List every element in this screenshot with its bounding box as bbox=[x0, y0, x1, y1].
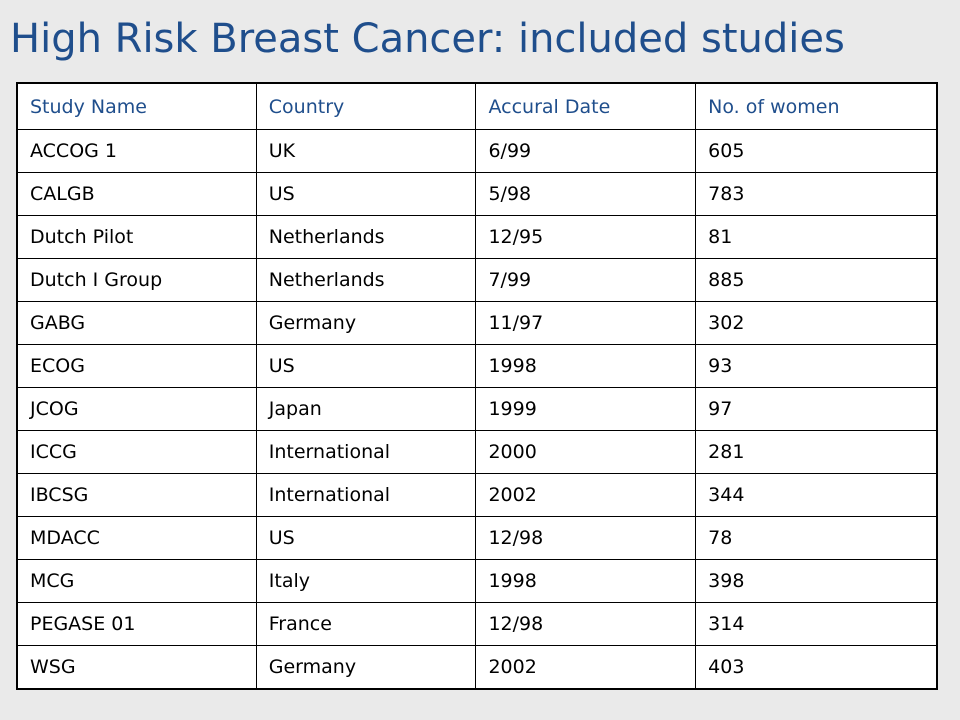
country-cell: US bbox=[255, 344, 477, 388]
study-name-cell: JCOG bbox=[16, 387, 257, 431]
table-row: IBCSG International 2002 344 bbox=[16, 473, 938, 517]
table-row: ICCG International 2000 281 bbox=[16, 430, 938, 474]
table-header-row: Study Name Country Accural Date No. of w… bbox=[16, 82, 938, 130]
women-count-cell: 281 bbox=[695, 430, 938, 474]
table-row: JCOG Japan 1999 97 bbox=[16, 387, 938, 431]
study-name-cell: WSG bbox=[16, 645, 257, 690]
country-cell: Netherlands bbox=[255, 258, 477, 302]
study-name-cell: GABG bbox=[16, 301, 257, 345]
country-cell: US bbox=[255, 172, 477, 216]
accural-date-cell: 1999 bbox=[475, 387, 697, 431]
table-row: MCG Italy 1998 398 bbox=[16, 559, 938, 603]
study-name-cell: MDACC bbox=[16, 516, 257, 560]
accural-date-cell: 12/98 bbox=[475, 602, 697, 646]
accural-date-cell: 6/99 bbox=[475, 129, 697, 173]
country-cell: France bbox=[255, 602, 477, 646]
column-header-no-of-women: No. of women bbox=[695, 82, 938, 130]
country-cell: Netherlands bbox=[255, 215, 477, 259]
accural-date-cell: 2000 bbox=[475, 430, 697, 474]
table-row: ACCOG 1 UK 6/99 605 bbox=[16, 129, 938, 173]
table-row: Dutch Pilot Netherlands 12/95 81 bbox=[16, 215, 938, 259]
accural-date-cell: 1998 bbox=[475, 344, 697, 388]
country-cell: Germany bbox=[255, 645, 477, 690]
women-count-cell: 605 bbox=[695, 129, 938, 173]
women-count-cell: 81 bbox=[695, 215, 938, 259]
accural-date-cell: 11/97 bbox=[475, 301, 697, 345]
country-cell: Japan bbox=[255, 387, 477, 431]
accural-date-cell: 2002 bbox=[475, 473, 697, 517]
country-cell: International bbox=[255, 473, 477, 517]
women-count-cell: 302 bbox=[695, 301, 938, 345]
accural-date-cell: 5/98 bbox=[475, 172, 697, 216]
study-name-cell: Dutch I Group bbox=[16, 258, 257, 302]
country-cell: UK bbox=[255, 129, 477, 173]
country-cell: Germany bbox=[255, 301, 477, 345]
accural-date-cell: 2002 bbox=[475, 645, 697, 690]
women-count-cell: 93 bbox=[695, 344, 938, 388]
women-count-cell: 885 bbox=[695, 258, 938, 302]
study-name-cell: IBCSG bbox=[16, 473, 257, 517]
women-count-cell: 398 bbox=[695, 559, 938, 603]
column-header-country: Country bbox=[255, 82, 477, 130]
study-name-cell: ICCG bbox=[16, 430, 257, 474]
country-cell: Italy bbox=[255, 559, 477, 603]
women-count-cell: 344 bbox=[695, 473, 938, 517]
table-row: GABG Germany 11/97 302 bbox=[16, 301, 938, 345]
table-row: MDACC US 12/98 78 bbox=[16, 516, 938, 560]
women-count-cell: 403 bbox=[695, 645, 938, 690]
women-count-cell: 314 bbox=[695, 602, 938, 646]
study-name-cell: Dutch Pilot bbox=[16, 215, 257, 259]
study-name-cell: CALGB bbox=[16, 172, 257, 216]
country-cell: US bbox=[255, 516, 477, 560]
women-count-cell: 783 bbox=[695, 172, 938, 216]
women-count-cell: 97 bbox=[695, 387, 938, 431]
column-header-study-name: Study Name bbox=[16, 82, 257, 130]
accural-date-cell: 7/99 bbox=[475, 258, 697, 302]
accural-date-cell: 12/95 bbox=[475, 215, 697, 259]
accural-date-cell: 1998 bbox=[475, 559, 697, 603]
study-name-cell: PEGASE 01 bbox=[16, 602, 257, 646]
women-count-cell: 78 bbox=[695, 516, 938, 560]
table-row: PEGASE 01 France 12/98 314 bbox=[16, 602, 938, 646]
table-row: CALGB US 5/98 783 bbox=[16, 172, 938, 216]
accural-date-cell: 12/98 bbox=[475, 516, 697, 560]
study-name-cell: ACCOG 1 bbox=[16, 129, 257, 173]
study-name-cell: MCG bbox=[16, 559, 257, 603]
slide-title: High Risk Breast Cancer: included studie… bbox=[10, 16, 845, 62]
column-header-accural-date: Accural Date bbox=[475, 82, 697, 130]
table-row: WSG Germany 2002 403 bbox=[16, 645, 938, 690]
table-row: Dutch I Group Netherlands 7/99 885 bbox=[16, 258, 938, 302]
study-name-cell: ECOG bbox=[16, 344, 257, 388]
studies-table: Study Name Country Accural Date No. of w… bbox=[16, 82, 938, 690]
country-cell: International bbox=[255, 430, 477, 474]
table-row: ECOG US 1998 93 bbox=[16, 344, 938, 388]
